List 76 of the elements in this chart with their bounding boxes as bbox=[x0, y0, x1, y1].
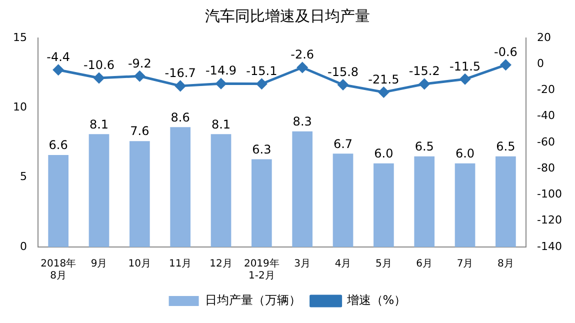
point bbox=[338, 80, 348, 90]
y-tick-label: 5 bbox=[20, 170, 27, 184]
data-label: 6.7 bbox=[333, 136, 353, 151]
x-tick-label: 4月 bbox=[334, 258, 352, 270]
y-tick-label: 10 bbox=[12, 100, 27, 114]
data-label: -9.2 bbox=[128, 56, 152, 70]
x-tick-label: 12月 bbox=[210, 258, 232, 270]
data-label: -16.7 bbox=[164, 66, 196, 80]
y2-tick-label: -60 bbox=[537, 135, 556, 148]
data-label: 8.1 bbox=[211, 117, 231, 132]
x-tick-label: 5月 bbox=[376, 258, 392, 270]
data-label: -15.8 bbox=[327, 64, 359, 79]
bar bbox=[88, 134, 110, 247]
y2-tick-label: -40 bbox=[537, 109, 556, 122]
y2-tick-label: 0 bbox=[537, 56, 544, 70]
bar bbox=[130, 141, 150, 247]
data-label: -0.6 bbox=[494, 45, 518, 60]
bar bbox=[210, 134, 232, 247]
y2-tick-label: 20 bbox=[537, 30, 552, 44]
data-label: -14.9 bbox=[205, 64, 237, 78]
data-label: 8.6 bbox=[170, 110, 190, 124]
point bbox=[134, 70, 145, 82]
data-label: -21.5 bbox=[368, 72, 400, 86]
x-tick-label: 8月 bbox=[498, 258, 514, 270]
data-label: 6.0 bbox=[374, 146, 394, 161]
data-label: -10.6 bbox=[83, 58, 115, 72]
data-label: -4.4 bbox=[46, 50, 70, 64]
y2-tick-label: -20 bbox=[537, 83, 556, 96]
point bbox=[216, 78, 226, 89]
chart-title: 汽车同比增速及日均产量 bbox=[205, 6, 370, 25]
point bbox=[419, 78, 430, 90]
bar bbox=[292, 131, 313, 247]
data-label: -11.5 bbox=[450, 59, 481, 74]
y2-tick-label: -140 bbox=[537, 240, 562, 253]
bar bbox=[48, 155, 68, 247]
data-label: 6.5 bbox=[414, 140, 434, 154]
x-tick-label: 2019年 1-2月 bbox=[244, 258, 280, 282]
x-tick-label: 11月 bbox=[168, 258, 192, 270]
legend-label: 增速（%） bbox=[346, 293, 406, 308]
x-tick-label: 7月 bbox=[456, 258, 474, 270]
point bbox=[175, 80, 186, 92]
point bbox=[460, 74, 470, 84]
point bbox=[378, 86, 389, 98]
data-label: -15.2 bbox=[408, 64, 440, 78]
bar bbox=[332, 154, 354, 247]
point bbox=[500, 60, 511, 70]
x-tick-label: 10月 bbox=[128, 258, 152, 270]
data-label: 7.6 bbox=[130, 124, 150, 138]
data-label: 8.3 bbox=[292, 114, 312, 128]
x-tick-label: 6月 bbox=[416, 258, 433, 270]
data-label: 8.1 bbox=[89, 117, 109, 132]
y2-tick-label: -120 bbox=[537, 214, 562, 227]
bar bbox=[414, 156, 435, 247]
x-tick-label: 3月 bbox=[294, 258, 311, 270]
x-tick-label: 2018年 8月 bbox=[40, 258, 76, 282]
bar bbox=[252, 159, 272, 247]
y2-tick-label: -80 bbox=[537, 161, 556, 174]
legend-label: 日均产量（万辆） bbox=[204, 293, 301, 308]
data-label: 6.6 bbox=[48, 138, 68, 152]
point bbox=[94, 72, 104, 84]
data-label: -2.6 bbox=[290, 48, 314, 62]
x-tick-label: 9月 bbox=[90, 258, 108, 270]
data-label: 6.3 bbox=[252, 142, 272, 156]
point bbox=[297, 62, 308, 73]
bar bbox=[170, 127, 191, 247]
bar bbox=[374, 163, 394, 247]
point bbox=[256, 78, 267, 90]
data-label: 6.5 bbox=[496, 140, 516, 154]
point bbox=[53, 64, 64, 76]
y-tick-label: 0 bbox=[20, 240, 27, 253]
data-label: -15.1 bbox=[246, 64, 278, 78]
y-tick-label: 15 bbox=[12, 30, 27, 44]
data-label: 6.0 bbox=[455, 146, 475, 161]
bar bbox=[454, 163, 476, 247]
bar bbox=[496, 156, 516, 247]
y2-tick-label: -100 bbox=[537, 188, 562, 201]
